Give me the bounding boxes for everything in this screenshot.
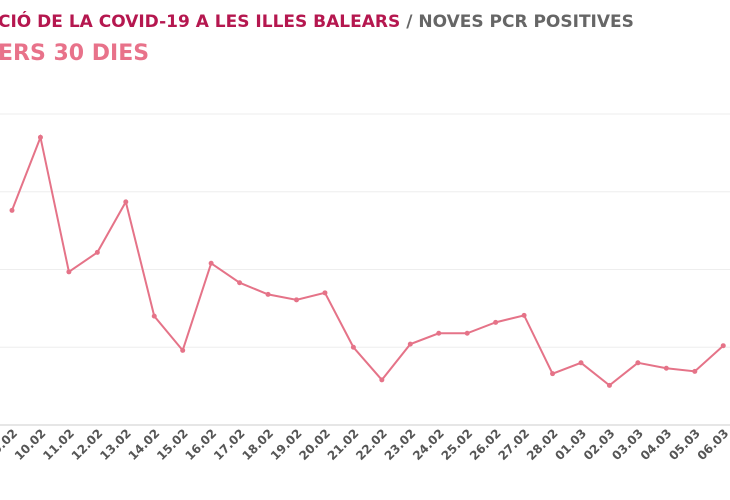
x-tick-label: 10.02 (12, 426, 49, 463)
point (493, 319, 499, 325)
point (635, 360, 641, 366)
x-tick-label: 19.02 (268, 426, 305, 463)
x-tick-label: 15.02 (154, 426, 191, 463)
x-tick-label: 20.02 (296, 426, 333, 463)
x-tick-label: 27.02 (495, 426, 532, 463)
x-tick-label: 25.02 (439, 426, 476, 463)
x-tick-label: 14.02 (126, 426, 163, 463)
x-tick-label: 22.02 (353, 426, 390, 463)
x-tick-label: 21.02 (325, 426, 362, 463)
point (663, 365, 669, 371)
x-tick-label: 24.02 (410, 426, 447, 463)
point (521, 312, 527, 318)
x-tick-label: 16.02 (183, 426, 220, 463)
x-tick-label: 12.02 (69, 426, 106, 463)
point (464, 330, 470, 336)
point (322, 290, 328, 296)
point (692, 368, 698, 374)
chart-subtitle: ERS 30 DIES (0, 41, 149, 66)
x-tick-label: 26.02 (467, 426, 504, 463)
x-tick-label: 05.03 (666, 426, 703, 463)
point (436, 330, 442, 336)
point (94, 249, 100, 255)
point (151, 313, 157, 319)
point (350, 344, 356, 350)
point (294, 297, 299, 303)
x-tick-label: 17.02 (211, 426, 248, 463)
x-tick-label: 23.02 (382, 426, 419, 463)
point (237, 280, 243, 286)
point (578, 360, 584, 366)
x-tick-label: 11.02 (40, 426, 77, 463)
point (265, 291, 271, 297)
x-tick-label: 01.03 (552, 426, 589, 463)
point (407, 341, 413, 347)
chart-title-suffix: / NOVES PCR POSITIVES (406, 12, 634, 32)
point (550, 371, 556, 377)
point (66, 269, 72, 275)
point (208, 260, 214, 266)
x-tick-label: 02.03 (581, 426, 618, 463)
point (720, 343, 726, 349)
x-tick-label: 06.03 (695, 426, 730, 463)
x-tick-label: 03.03 (609, 426, 646, 463)
point (379, 377, 385, 383)
point (180, 347, 186, 353)
point (606, 382, 612, 388)
x-tick-label: 18.02 (239, 426, 276, 463)
point (9, 207, 15, 213)
x-tick-label: 13.02 (97, 426, 134, 463)
x-tick-label: 04.03 (638, 426, 675, 463)
point (123, 199, 129, 205)
line (11, 133, 724, 387)
chart-title: CIÓ DE LA COVID-19 A LES ILLES BALEARS (0, 10, 400, 32)
point (37, 134, 43, 140)
x-tick-label: 28.02 (524, 426, 561, 463)
